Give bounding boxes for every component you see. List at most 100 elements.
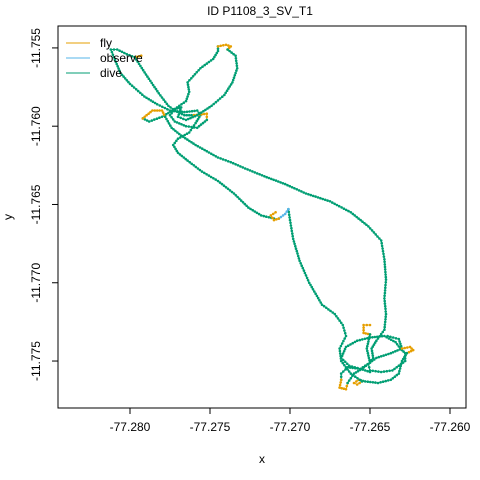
dive-point: [384, 315, 388, 319]
dive-point: [338, 319, 341, 322]
dive-point: [236, 164, 240, 167]
dive-point: [161, 105, 164, 109]
fly-point: [271, 212, 275, 216]
dive-point: [206, 107, 209, 110]
dive-point: [188, 110, 191, 113]
dive-point: [341, 361, 345, 365]
dive-point: [351, 212, 355, 216]
dive-point: [279, 181, 282, 184]
dive-point: [386, 379, 390, 382]
fly-point: [147, 112, 150, 115]
dive-point: [169, 110, 172, 113]
dive-point: [343, 363, 346, 367]
dive-point: [130, 55, 134, 58]
dive-point: [189, 128, 193, 132]
dive-point: [179, 116, 182, 120]
dive-point: [399, 364, 403, 368]
dive-point: [378, 237, 381, 240]
dive-point: [384, 278, 388, 281]
dive-point: [343, 329, 346, 332]
dive-point: [205, 173, 208, 176]
dive-point: [216, 49, 220, 53]
dive-point: [338, 352, 342, 355]
dive-point: [366, 344, 369, 348]
dive-point: [184, 137, 187, 140]
dive-point: [383, 334, 386, 338]
fly-point: [269, 214, 273, 217]
dive-point: [187, 125, 191, 128]
dive-point: [163, 100, 167, 103]
dive-point: [187, 92, 190, 96]
dive-point: [245, 204, 248, 208]
dive-point: [383, 258, 386, 261]
dive-point: [134, 88, 138, 91]
dive-point: [360, 367, 364, 371]
dive-point: [383, 260, 386, 264]
dive-point: [289, 221, 292, 225]
dive-point: [355, 215, 359, 219]
dive-point: [203, 171, 206, 175]
dive-point: [183, 133, 186, 137]
dive-point: [342, 339, 345, 343]
dive-point: [160, 115, 164, 119]
fly-point: [407, 350, 411, 354]
dive-point: [169, 124, 172, 127]
dive-point: [375, 339, 378, 343]
fly-point: [362, 323, 365, 327]
dive-point: [300, 264, 304, 268]
dive-point: [248, 169, 252, 172]
x-tick-label: -77.265: [350, 420, 391, 434]
fly-point: [274, 211, 277, 214]
dive-point: [221, 158, 225, 161]
dive-point: [122, 75, 125, 78]
dive-point: [187, 85, 190, 89]
dive-point: [296, 254, 300, 258]
dive-point: [356, 377, 359, 380]
dive-point: [182, 156, 186, 159]
dive-point: [399, 342, 402, 346]
dive-point: [200, 170, 204, 173]
dive-point: [125, 79, 129, 82]
dive-point: [291, 232, 294, 235]
dive-point: [343, 337, 347, 340]
dive-point: [347, 370, 351, 373]
dive-point: [355, 339, 359, 343]
dive-point: [189, 116, 192, 120]
observe-point: [283, 212, 287, 216]
dive-point: [212, 177, 215, 180]
dive-point: [165, 117, 168, 121]
dive-point: [307, 193, 310, 196]
fly-point: [365, 323, 369, 327]
dive-point: [354, 375, 357, 379]
dive-point: [351, 341, 355, 345]
fly-point: [222, 44, 225, 47]
dive-point: [118, 49, 121, 52]
dive-point: [363, 380, 367, 383]
dive-point: [232, 52, 235, 56]
dive-track: [134, 57, 194, 116]
dive-point: [193, 114, 197, 118]
fly-point: [358, 381, 361, 385]
dive-point: [374, 233, 378, 236]
dive-point: [318, 299, 321, 302]
dive-point: [301, 266, 305, 270]
dive-point: [370, 349, 374, 353]
dive-point: [203, 148, 206, 152]
dive-point: [354, 371, 358, 374]
fly-point: [160, 109, 164, 112]
dive-point: [194, 143, 197, 147]
dive-point: [232, 192, 236, 195]
dive-point: [192, 142, 195, 145]
dive-point: [383, 294, 386, 298]
dive-point: [209, 59, 213, 62]
dive-point: [331, 201, 334, 204]
dive-point: [316, 196, 320, 199]
dive-point: [400, 362, 403, 365]
fly-point: [410, 347, 413, 350]
dive-point: [291, 237, 295, 241]
dive-point: [187, 88, 191, 91]
dive-point: [158, 116, 161, 119]
dive-point: [235, 67, 239, 70]
dive-point: [133, 56, 137, 59]
dive-point: [155, 117, 159, 120]
